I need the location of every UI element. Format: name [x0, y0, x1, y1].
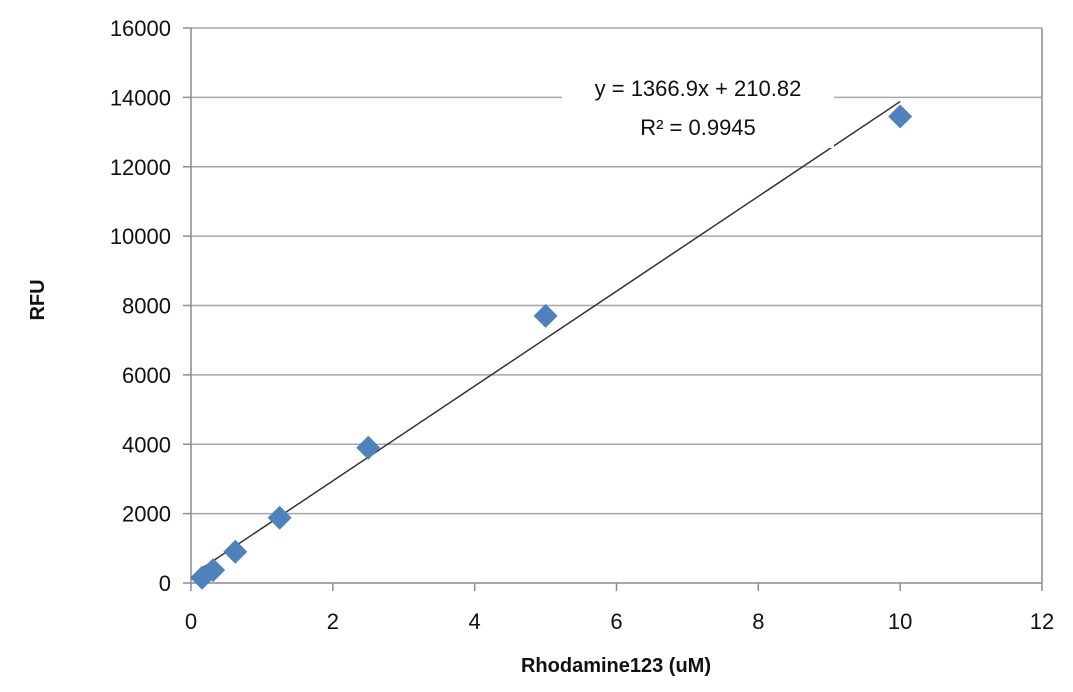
y-tick-label: 0 [159, 571, 171, 596]
gridlines [191, 27, 1042, 515]
trendline-equation: y = 1366.9x + 210.82 R² = 0.9945 [562, 68, 834, 148]
y-tick-label: 12000 [110, 155, 171, 180]
x-tick-label: 4 [469, 609, 481, 634]
y-tick-label: 14000 [110, 85, 171, 110]
y-tick-label: 4000 [122, 432, 171, 457]
x-tick-label: 2 [327, 609, 339, 634]
y-tick-label: 16000 [110, 16, 171, 41]
r-squared-label: R² = 0.9945 [640, 115, 756, 140]
x-tick-label: 0 [185, 609, 197, 634]
data-point-diamond [201, 558, 226, 583]
y-axis-title: RFU [27, 279, 49, 320]
data-point-diamond [888, 104, 913, 129]
x-tick-label: 10 [888, 609, 912, 634]
x-axis-title: Rhodamine123 (uM) [521, 655, 711, 677]
y-tick-label: 8000 [122, 294, 171, 319]
x-tick-label: 12 [1030, 609, 1054, 634]
trendline [201, 100, 901, 569]
x-tick-label: 6 [610, 609, 622, 634]
y-axis-tick-labels: 0 2000 4000 6000 8000 10000 12000 14000 16000 [110, 16, 171, 596]
y-tick-label: 2000 [122, 502, 171, 527]
y-tick-label: 6000 [122, 363, 171, 388]
equation-label: y = 1366.9x + 210.82 [595, 76, 802, 101]
x-tick-label: 8 [752, 609, 764, 634]
axes [183, 27, 1043, 591]
x-axis-tick-labels: 0 2 4 6 8 10 12 [185, 609, 1054, 634]
data-point-diamond [267, 505, 292, 530]
data-point-diamond [223, 539, 248, 564]
data-point-diamond [356, 435, 381, 460]
data-points [190, 104, 913, 590]
y-tick-label: 10000 [110, 224, 171, 249]
data-point-diamond [533, 303, 558, 328]
